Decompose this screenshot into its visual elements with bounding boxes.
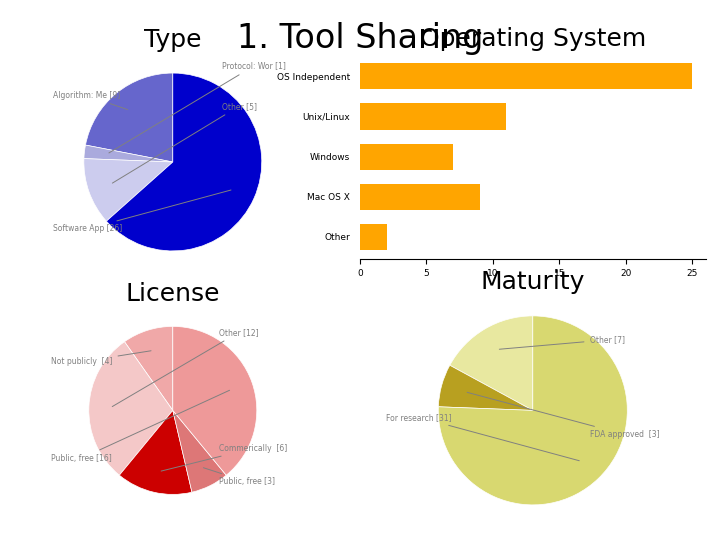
Bar [360,104,506,130]
Text: Commerically  [6]: Commerically [6] [161,444,287,471]
Wedge shape [173,326,257,475]
Text: Other [12]: Other [12] [112,328,258,407]
Text: Other [5]: Other [5] [112,102,257,183]
Wedge shape [438,365,533,410]
Wedge shape [450,316,533,410]
Wedge shape [173,410,226,492]
Text: Algorithm: Me [9]: Algorithm: Me [9] [53,91,127,110]
Bar [360,184,480,210]
Wedge shape [120,410,192,495]
Title: Operating System: Operating System [420,26,646,51]
Title: Type: Type [144,28,202,52]
Text: Other [7]: Other [7] [500,335,624,349]
Wedge shape [125,326,173,410]
Wedge shape [107,73,262,251]
Wedge shape [89,342,173,475]
Bar [360,63,693,90]
Text: For research [31]: For research [31] [387,413,580,461]
Bar [360,224,387,250]
Text: 1. Tool Sharing: 1. Tool Sharing [237,22,483,55]
Wedge shape [84,145,173,162]
Title: Maturity: Maturity [481,269,585,294]
Wedge shape [84,159,173,221]
Text: Protocol: Wor [1]: Protocol: Wor [1] [109,62,286,153]
Title: License: License [125,282,220,306]
Text: FDA approved  [3]: FDA approved [3] [467,393,659,439]
Text: Software App [26]: Software App [26] [53,190,231,233]
Text: Public, free [3]: Public, free [3] [203,468,275,487]
Text: Public, free [16]: Public, free [16] [51,390,230,463]
Bar [360,144,453,170]
Wedge shape [86,73,173,162]
Text: Not publicly  [4]: Not publicly [4] [51,351,151,366]
Wedge shape [438,316,627,505]
